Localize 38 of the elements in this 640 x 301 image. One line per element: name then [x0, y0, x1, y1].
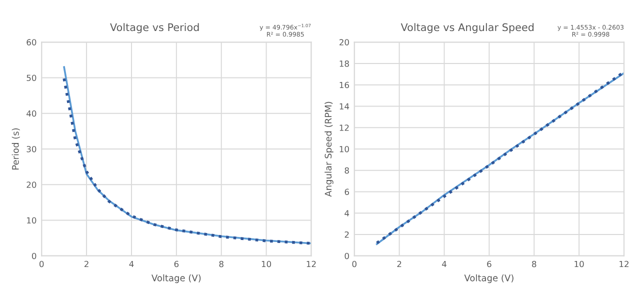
x-tick-label: 2 — [84, 260, 88, 268]
x-axis-title: Voltage (V) — [464, 274, 514, 284]
x-tick-label: 2 — [397, 260, 402, 268]
x-tick-label: 8 — [532, 260, 536, 268]
x-axis-title: Voltage (V) — [152, 274, 201, 284]
chart-title: Voltage vs Period — [110, 23, 199, 34]
y-tick-label: 30 — [26, 146, 36, 152]
y-tick-label: 10 — [340, 146, 349, 152]
x-tick-label: 0 — [40, 260, 44, 268]
x-tick-label: 8 — [219, 260, 224, 268]
x-tick-label: 10 — [262, 260, 272, 268]
y-axis-title: Angular Speed (RPM) — [324, 102, 334, 197]
chart-title: Voltage vs Angular Speed — [400, 23, 534, 34]
x-tick-label: 0 — [352, 260, 356, 268]
x-tick-label: 12 — [620, 260, 628, 268]
y-tick-label: 20 — [340, 39, 349, 46]
y-tick-label: 4 — [344, 210, 350, 216]
y-tick-label: 60 — [26, 39, 36, 46]
x-tick-label: 6 — [487, 260, 492, 268]
y-tick-label: 14 — [340, 103, 350, 110]
x-tick-label: 10 — [574, 260, 584, 268]
y-tick-label: 20 — [26, 182, 36, 188]
y-tick-label: 6 — [344, 188, 349, 196]
y-tick-label: 10 — [27, 217, 36, 224]
y-tick-label: 40 — [26, 110, 36, 117]
y-tick-label: 8 — [344, 167, 349, 174]
x-tick-label: 4 — [442, 260, 446, 268]
x-tick-label: 6 — [174, 260, 179, 268]
y-tick-label: 0 — [344, 252, 349, 260]
x-tick-label: 12 — [306, 260, 316, 268]
y-tick-label: 18 — [340, 60, 349, 67]
y-tick-label: 2 — [344, 231, 349, 238]
y-tick-label: 50 — [26, 74, 36, 82]
y-axis-title: Period (s) — [12, 128, 20, 170]
y-tick-label: 12 — [340, 124, 349, 131]
x-tick-label: 4 — [129, 260, 134, 268]
y-tick-label: 16 — [340, 82, 349, 88]
y-tick-label: 0 — [32, 252, 36, 260]
